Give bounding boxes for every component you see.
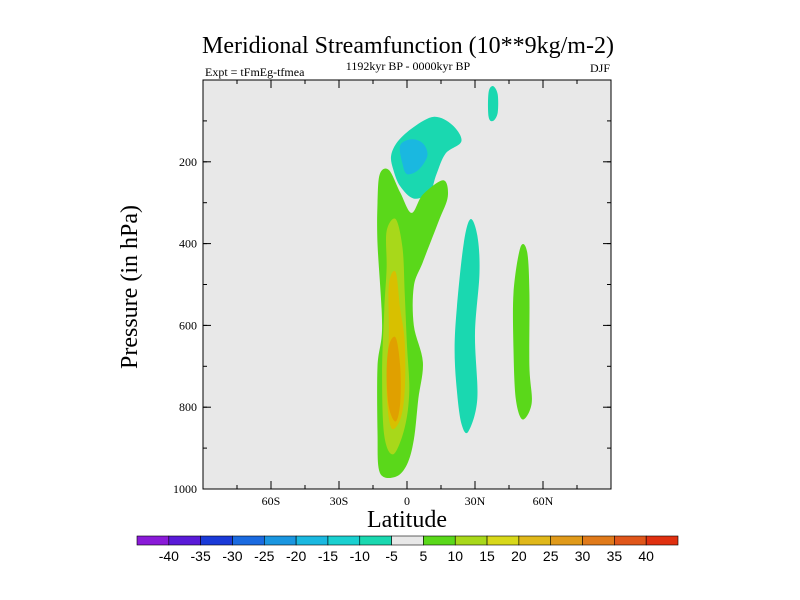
colorbar-label: -25	[254, 548, 274, 564]
colorbar-label: -35	[191, 548, 211, 564]
y-tick-label: 1000	[173, 482, 197, 496]
colorbar-label: -30	[222, 548, 242, 564]
subtitle-right: DJF	[590, 61, 610, 75]
colorbar-swatch	[518, 535, 552, 546]
colorbar-swatch	[263, 535, 297, 546]
contour-mid-negative-band	[454, 218, 480, 434]
x-tick-label: 60N	[533, 494, 554, 508]
contour-tropical-positive-peak	[386, 336, 401, 422]
colorbar-swatch	[359, 535, 392, 546]
colorbar-swatch	[454, 535, 488, 546]
colorbar-label: -15	[318, 548, 338, 564]
colorbar-label: 20	[511, 548, 527, 564]
x-tick-label: 60S	[262, 494, 281, 508]
colorbar-swatch	[582, 535, 615, 546]
subtitle-left: Expt = tFmEg-tfmea	[205, 65, 305, 79]
colorbar-swatch	[550, 535, 583, 546]
y-tick-label: 200	[179, 155, 197, 169]
colorbar-label: 25	[543, 548, 559, 564]
colorbar-swatch	[200, 535, 233, 546]
chart-title: Meridional Streamfunction (10**9kg/m-2)	[202, 33, 614, 59]
x-axis-label: Latitude	[367, 507, 447, 533]
colorbar-label: 15	[479, 548, 495, 564]
colorbar-label: 40	[638, 548, 654, 564]
colorbar-label: -20	[286, 548, 306, 564]
colorbar-swatch	[232, 535, 265, 546]
colorbar-label: -10	[350, 548, 370, 564]
colorbar-swatch	[614, 535, 647, 546]
colorbar-swatch	[391, 535, 424, 546]
colorbar-swatch	[136, 535, 170, 546]
colorbar-label: 10	[447, 548, 463, 564]
contour-upper-negative-core	[399, 139, 428, 175]
contour-midlat-positive-band	[512, 244, 532, 420]
y-tick-label: 800	[179, 400, 197, 414]
contour-polar-upper-negative	[488, 86, 499, 122]
colorbar-swatch	[486, 535, 520, 546]
colorbar: -40 -35 -30 -25 -20 -15 -10 -5 5 10 15 20 25 30 35 40	[136, 535, 679, 564]
x-tick-label: 30S	[330, 494, 349, 508]
colorbar-label: 30	[575, 548, 591, 564]
colorbar-swatch	[645, 535, 679, 546]
contour-regions	[377, 86, 532, 479]
y-axis-label: Pressure (in hPa)	[117, 205, 143, 369]
colorbar-swatch	[295, 535, 329, 546]
colorbar-label: 35	[607, 548, 623, 564]
subtitle-center: 1192kyr BP - 0000kyr BP	[346, 59, 471, 73]
colorbar-label: -5	[385, 548, 398, 564]
y-axis: 200 400 600 800 1000	[173, 79, 611, 496]
colorbar-swatch	[327, 535, 361, 546]
colorbar-label: 5	[420, 548, 428, 564]
colorbar-label: -40	[159, 548, 179, 564]
x-tick-label: 30N	[465, 494, 486, 508]
y-tick-label: 600	[179, 318, 197, 332]
x-axis: 60S 30S 0 30N 60N	[202, 80, 612, 508]
y-tick-label: 400	[179, 237, 197, 251]
x-tick-label: 0	[404, 494, 410, 508]
colorbar-swatch	[423, 535, 456, 546]
colorbar-swatch	[168, 535, 201, 546]
